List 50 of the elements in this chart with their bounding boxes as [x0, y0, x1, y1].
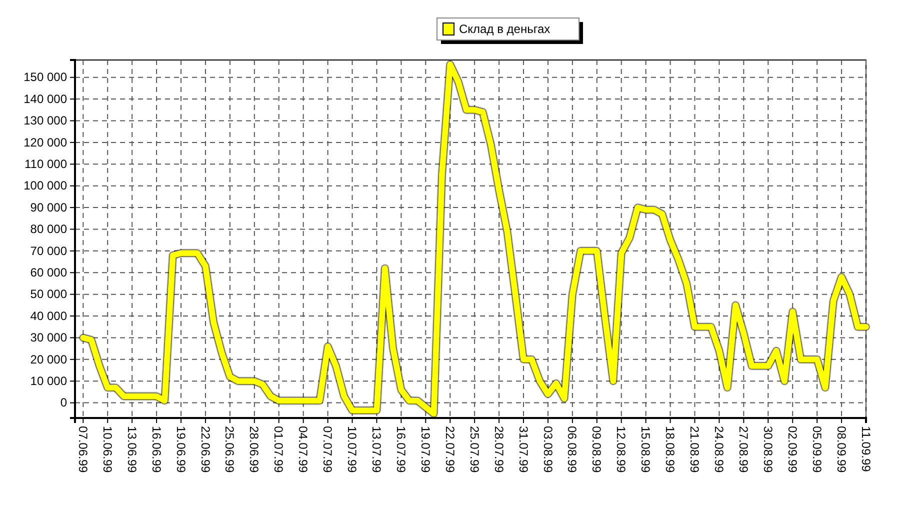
x-tick-label: 22.07.99: [442, 426, 457, 474]
y-tick-label: 100 000: [24, 178, 68, 193]
y-tick-label: 10 000: [30, 374, 68, 388]
x-tick-label: 11.09.99: [858, 426, 873, 472]
x-tick-label: 19.06.99: [174, 426, 188, 474]
y-tick-label: 0: [60, 396, 68, 410]
x-tick-label: 13.06.99: [124, 426, 139, 474]
y-tick-label: 150 000: [24, 70, 68, 84]
x-tick-label: 02.09.99: [785, 426, 800, 474]
x-tick-label: 15.08.99: [638, 426, 653, 474]
x-tick-label: 25.06.99: [222, 426, 237, 474]
x-tick-label: 12.08.99: [614, 426, 628, 474]
y-tick-label: 20 000: [30, 352, 68, 366]
x-tick-label: 18.08.99: [663, 426, 678, 474]
y-tick-label: 130 000: [24, 114, 68, 128]
x-tick-label: 07.07.99: [320, 426, 335, 474]
legend-label: Склад в деньгах: [459, 22, 550, 36]
x-tick-label: 16.06.99: [149, 426, 164, 474]
x-tick-label: 07.06.99: [76, 426, 90, 474]
x-tick-label: 05.09.99: [810, 426, 824, 474]
x-tick-label: 10.07.99: [345, 426, 360, 474]
x-tick-label: 22.06.99: [198, 426, 212, 474]
y-tick-label: 80 000: [30, 222, 68, 236]
x-tick-label: 28.07.99: [492, 426, 506, 474]
x-tick-label: 19.07.99: [418, 426, 432, 474]
x-tick-label: 03.08.99: [540, 426, 555, 474]
x-tick-label: 27.08.99: [736, 426, 750, 474]
y-tick-label: 120 000: [24, 135, 68, 150]
y-tick-label: 60 000: [30, 265, 68, 280]
x-tick-label: 10.06.99: [100, 426, 114, 474]
x-tick-label: 25.07.99: [467, 426, 482, 474]
x-tick-label: 30.08.99: [760, 426, 775, 474]
y-tick-label: 70 000: [30, 244, 68, 258]
x-tick-label: 21.08.99: [688, 426, 702, 474]
x-tick-label: 04.07.99: [296, 426, 310, 474]
x-tick-label: 28.06.99: [247, 426, 262, 474]
x-tick-label: 08.09.99: [834, 426, 848, 474]
y-tick-label: 90 000: [30, 200, 68, 214]
x-tick-label: 09.08.99: [590, 426, 604, 474]
y-tick-label: 50 000: [30, 287, 68, 302]
y-tick-label: 140 000: [24, 92, 68, 106]
x-tick-label: 16.07.99: [394, 426, 408, 474]
y-tick-label: 40 000: [30, 308, 68, 323]
x-tick-label: 13.07.99: [370, 426, 384, 474]
x-tick-label: 06.08.99: [565, 426, 580, 474]
y-tick-label: 110 000: [24, 156, 68, 171]
x-tick-label: 31.07.99: [516, 426, 530, 474]
y-tick-label: 30 000: [30, 330, 68, 345]
x-tick-label: 24.08.99: [712, 426, 726, 474]
x-tick-label: 01.07.99: [272, 426, 286, 474]
